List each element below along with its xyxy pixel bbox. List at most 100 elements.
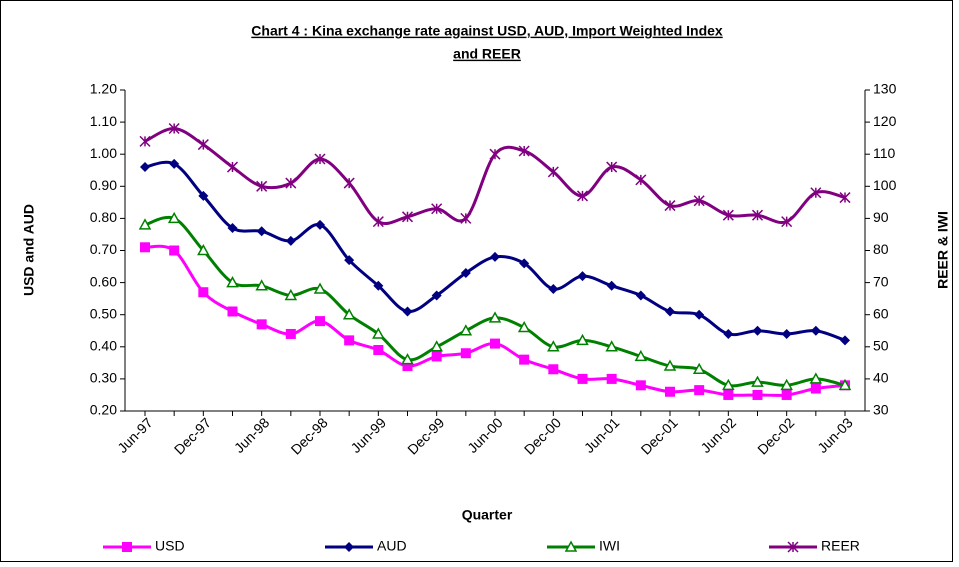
marker (663, 359, 677, 371)
marker (140, 162, 150, 173)
marker (810, 325, 821, 336)
marker (168, 122, 180, 135)
chart-title: and REER (453, 46, 521, 62)
marker (313, 282, 327, 294)
marker (315, 219, 325, 230)
marker (606, 161, 618, 173)
marker (284, 288, 298, 301)
y-tick-label: 0.60 (90, 273, 117, 289)
marker (752, 325, 763, 336)
marker (256, 319, 267, 330)
marker (839, 192, 851, 204)
marker (256, 180, 268, 192)
marker (634, 349, 648, 362)
marker (693, 195, 705, 207)
y2-tick-label: 70 (873, 273, 889, 289)
marker (694, 385, 705, 396)
marker (781, 328, 792, 339)
marker (665, 386, 675, 397)
marker (344, 335, 355, 346)
marker (460, 267, 471, 278)
marker (227, 306, 238, 317)
marker (547, 166, 559, 178)
y2-axis-label: REER & IWI (935, 211, 951, 289)
y-tick-label: 0.70 (90, 241, 117, 257)
marker (664, 200, 676, 212)
marker (547, 340, 560, 352)
y2-tick-label: 40 (873, 370, 889, 386)
marker (781, 389, 792, 400)
y2-tick-label: 90 (873, 209, 889, 225)
marker (430, 340, 443, 352)
marker (197, 243, 210, 256)
marker (460, 212, 472, 224)
marker (840, 335, 850, 346)
marker (692, 362, 706, 375)
marker (809, 372, 823, 384)
marker (431, 203, 443, 215)
marker (635, 174, 647, 186)
y2-tick-label: 110 (873, 145, 896, 161)
marker (167, 211, 181, 224)
marker (431, 351, 442, 362)
marker (518, 145, 530, 157)
y2-tick-label: 130 (873, 81, 897, 97)
y2-tick-label: 100 (873, 177, 897, 193)
marker (490, 338, 500, 349)
marker (489, 148, 501, 160)
marker (255, 279, 268, 291)
marker (314, 153, 326, 165)
legend-label: USD (155, 538, 185, 554)
marker (751, 375, 764, 387)
marker (373, 280, 384, 291)
marker (722, 378, 735, 391)
y-tick-label: 0.50 (90, 305, 117, 321)
marker (285, 177, 297, 189)
marker (838, 378, 852, 391)
marker (564, 540, 578, 552)
marker (519, 354, 530, 365)
marker (723, 389, 734, 400)
marker (197, 139, 209, 151)
marker (344, 255, 355, 266)
marker (722, 209, 734, 221)
marker (198, 190, 209, 201)
marker (576, 190, 589, 202)
marker (606, 280, 617, 291)
marker (635, 290, 646, 301)
marker (694, 309, 705, 320)
marker (138, 218, 152, 230)
marker (372, 327, 385, 339)
y2-tick-label: 120 (873, 113, 897, 129)
marker (752, 389, 763, 400)
y-tick-label: 0.80 (90, 209, 117, 225)
marker (226, 276, 239, 288)
marker (517, 320, 531, 333)
marker (401, 353, 414, 365)
y2-tick-label: 60 (873, 305, 889, 321)
marker (751, 209, 764, 221)
marker (781, 216, 793, 228)
y-tick-label: 0.20 (90, 402, 117, 418)
marker (519, 258, 530, 269)
marker (459, 324, 473, 336)
marker (723, 328, 734, 339)
marker (226, 161, 239, 173)
marker (401, 211, 414, 223)
marker (198, 287, 209, 298)
marker (577, 271, 588, 282)
marker (373, 345, 384, 356)
marker (227, 223, 238, 234)
marker (256, 226, 267, 237)
marker (605, 340, 618, 352)
y-tick-label: 1.00 (90, 145, 117, 161)
marker (488, 311, 502, 323)
marker (169, 245, 180, 256)
y-tick-label: 1.10 (90, 113, 117, 129)
y-tick-label: 0.30 (90, 370, 117, 386)
marker (342, 308, 356, 320)
marker (344, 542, 354, 552)
y-axis-label: USD and AUD (21, 204, 37, 296)
